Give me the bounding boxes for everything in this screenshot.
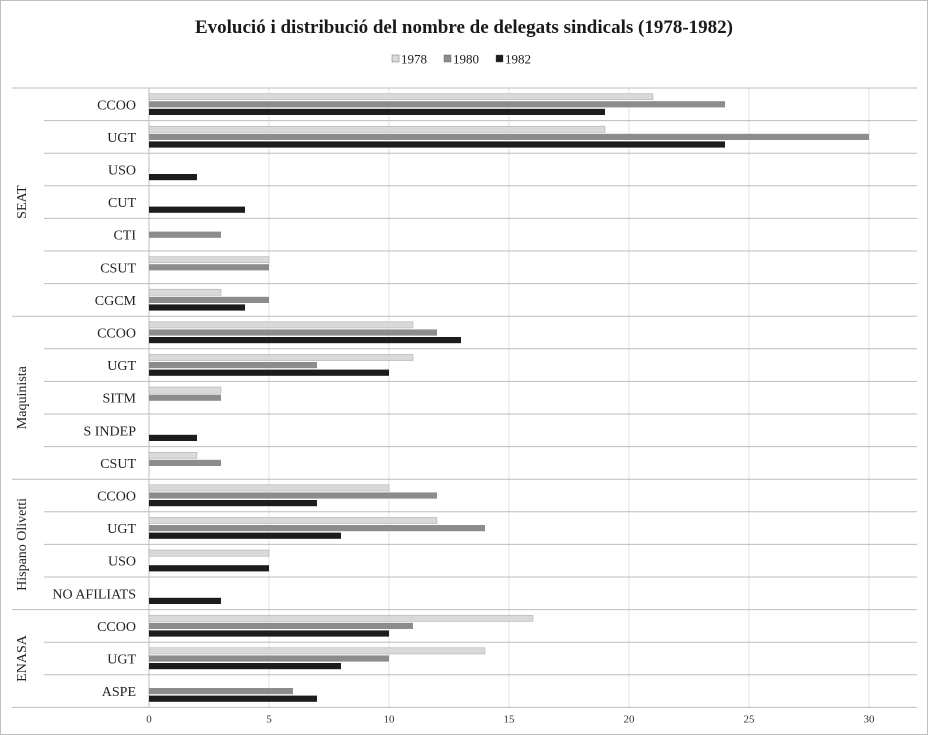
group-label-seat: SEAT: [15, 185, 30, 219]
bar-seat-csut-1980: [149, 264, 269, 271]
x-tick-labels: 0 5 10 15 20 25 30: [146, 713, 875, 725]
bar-maquinista-csut-1980: [149, 459, 221, 466]
bar-enasa-ugt-1982: [149, 663, 341, 670]
bar-hispano-olivetti-no-afiliats-1982: [149, 597, 221, 604]
bar-enasa-ccoo-1978: [148, 614, 534, 622]
bar-maquinista-ccoo-1980: [149, 329, 437, 336]
legend-label-1982: 1982: [505, 52, 531, 67]
group-label-maquinista: Maquinista: [15, 365, 30, 429]
bar-maquinista-ugt-1978: [148, 354, 414, 361]
bar-seat-cti-1980: [149, 231, 221, 238]
group-labels: SEAT Maquinista Hispano Olivetti ENASA: [15, 185, 30, 682]
bar-maquinista-ugt-1982: [149, 369, 389, 376]
category-label: CUT: [108, 196, 136, 211]
bar-seat-cgcm-1982: [149, 304, 245, 311]
bar-seat-csut-1978: [148, 256, 270, 264]
category-label: CCOO: [97, 98, 136, 113]
category-label: CSUT: [100, 261, 136, 276]
x-tick-5: 5: [266, 713, 272, 725]
category-label: CCOO: [97, 490, 136, 505]
bar-hispano-olivetti-uso-1982: [149, 565, 269, 572]
bar-enasa-aspe-1980: [149, 688, 293, 695]
bar-seat-ugt-1978: [148, 125, 606, 133]
category-label: UGT: [107, 522, 136, 537]
bar-hispano-olivetti-ugt-1982: [149, 532, 341, 539]
bar-seat-cgcm-1980: [149, 296, 269, 303]
x-tick-30: 30: [864, 713, 876, 725]
group-label-enasa: ENASA: [15, 634, 30, 682]
bar-enasa-ccoo-1980: [149, 622, 413, 629]
bar-maquinista-sitm-1980: [149, 394, 221, 401]
legend-swatch-1980: [443, 54, 452, 63]
bar-maquinista-csut-1978: [148, 451, 198, 459]
category-label: CSUT: [100, 457, 136, 472]
bar-hispano-olivetti-ccoo-1978: [148, 484, 390, 492]
legend-swatch-1982: [495, 54, 504, 63]
category-labels: CCOO UGT USO CUT CTI CSUT CGCM CCOO UGT SITM S IND…: [52, 98, 136, 700]
bars: [148, 93, 869, 702]
bar-hispano-olivetti-ugt-1980: [149, 525, 485, 532]
legend: 1978 1980 1982: [391, 52, 531, 67]
x-tick-0: 0: [146, 713, 152, 725]
category-label: ASPE: [102, 685, 136, 700]
legend-label-1978: 1978: [401, 52, 427, 67]
gridlines: [148, 88, 870, 708]
category-label: S INDEP: [83, 424, 136, 439]
bar-maquinista-ugt-1980: [149, 362, 317, 369]
x-tick-20: 20: [624, 713, 636, 725]
category-label: CCOO: [97, 620, 136, 635]
category-label: SITM: [103, 392, 137, 407]
bar-seat-ugt-1982: [149, 141, 725, 148]
category-label: USO: [108, 164, 136, 179]
legend-swatch-1978: [391, 54, 400, 63]
category-label: USO: [108, 555, 136, 570]
bar-maquinista-ccoo-1982: [149, 337, 461, 344]
category-label: UGT: [107, 131, 136, 146]
x-tick-15: 15: [504, 713, 516, 725]
category-label: CTI: [113, 229, 136, 244]
bar-maquinista-sitm-1978: [148, 386, 222, 394]
bar-hispano-olivetti-ugt-1978: [148, 517, 438, 524]
bar-enasa-ugt-1978: [148, 647, 486, 655]
bar-seat-uso-1982: [149, 174, 197, 181]
bar-hispano-olivetti-ccoo-1982: [149, 500, 317, 507]
bar-enasa-ugt-1980: [149, 655, 389, 662]
bar-seat-ccoo-1982: [149, 108, 605, 115]
x-tick-25: 25: [744, 713, 756, 725]
x-tick-10: 10: [384, 713, 396, 725]
bar-enasa-ccoo-1982: [149, 630, 389, 637]
category-label: UGT: [107, 653, 136, 668]
category-label: NO AFILIATS: [52, 587, 136, 602]
bar-maquinista-ccoo-1978: [148, 321, 414, 329]
row-separators: [12, 87, 917, 708]
bar-seat-ugt-1980: [149, 133, 869, 140]
legend-label-1980: 1980: [453, 52, 479, 67]
category-label: UGT: [107, 359, 136, 374]
bar-hispano-olivetti-uso-1978: [148, 549, 270, 557]
bar-maquinista-s-indep-1982: [149, 434, 197, 441]
bar-seat-ccoo-1978: [148, 93, 654, 101]
chart-title: Evolució i distribució del nombre de del…: [194, 17, 733, 38]
category-label: CGCM: [95, 294, 137, 309]
bar-seat-cgcm-1978: [148, 288, 222, 296]
group-label-hispano-olivetti: Hispano Olivetti: [15, 498, 30, 591]
bar-hispano-olivetti-ccoo-1980: [149, 492, 437, 499]
bar-seat-ccoo-1980: [149, 101, 725, 108]
bar-seat-cut-1982: [149, 206, 245, 213]
category-label: CCOO: [97, 327, 136, 342]
bar-enasa-aspe-1982: [149, 695, 317, 702]
